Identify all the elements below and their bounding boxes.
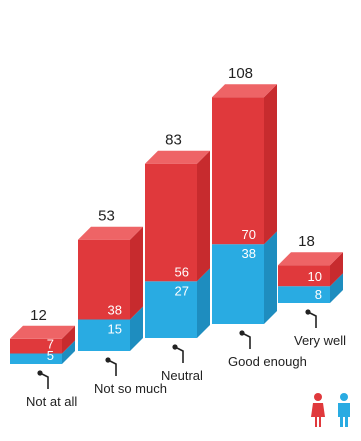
data-label-total: 18 xyxy=(298,233,315,250)
category-label: Neutral xyxy=(161,368,203,383)
category-label: Not at all xyxy=(26,394,77,409)
female-icon xyxy=(311,393,325,427)
bar-side-blue xyxy=(330,273,343,303)
bar-segment-blue xyxy=(212,244,264,324)
bar-side-blue xyxy=(197,268,210,338)
male-icon xyxy=(338,393,350,427)
data-label-blue: 8 xyxy=(315,287,322,302)
bar-top-cap xyxy=(212,84,277,98)
bar-top-cap xyxy=(278,252,343,266)
category-label: Good enough xyxy=(228,354,307,369)
bar-side-blue xyxy=(130,306,143,351)
bar-top-cap xyxy=(78,226,143,240)
category-label: Not so much xyxy=(94,381,167,396)
leader-line xyxy=(107,359,117,376)
bar-segment-red xyxy=(212,97,264,245)
bar-segment-blue xyxy=(78,319,130,351)
bar-side-blue xyxy=(264,231,277,324)
bar-side-red xyxy=(197,150,210,282)
bar-side-red xyxy=(264,84,277,245)
bar-side-red xyxy=(330,252,343,287)
bar-side-red xyxy=(62,325,75,354)
data-label-blue: 15 xyxy=(108,322,122,337)
bar-side-red xyxy=(130,226,143,320)
bar-segment-blue xyxy=(145,281,197,338)
legend xyxy=(311,393,350,427)
bar-segment-blue xyxy=(278,286,330,303)
bar-segment-red xyxy=(278,265,330,287)
data-label-total: 108 xyxy=(228,65,253,82)
leader-line xyxy=(39,372,49,389)
bar-segment-red xyxy=(145,163,197,282)
bar-top-cap xyxy=(145,150,210,164)
leader-line xyxy=(307,311,317,328)
data-label-blue: 38 xyxy=(242,246,256,261)
data-label-total: 53 xyxy=(98,208,115,225)
bar-segment-blue xyxy=(10,353,62,364)
leader-line xyxy=(174,346,184,363)
bar-segment-red xyxy=(10,338,62,354)
bar-top-cap xyxy=(10,325,75,339)
bar-side-blue xyxy=(62,340,75,364)
data-label-blue: 5 xyxy=(47,348,54,363)
data-label-total: 83 xyxy=(165,132,182,149)
data-label-red: 70 xyxy=(242,227,256,242)
data-label-red: 10 xyxy=(308,269,322,284)
data-label-total: 12 xyxy=(30,307,47,324)
data-label-red: 56 xyxy=(175,264,189,279)
category-label: Very well xyxy=(294,333,346,348)
data-label-blue: 27 xyxy=(175,283,189,298)
data-label-red: 38 xyxy=(108,303,122,318)
bar-segment-red xyxy=(78,239,130,320)
leader-line xyxy=(241,332,251,349)
data-label-red: 7 xyxy=(47,337,54,352)
